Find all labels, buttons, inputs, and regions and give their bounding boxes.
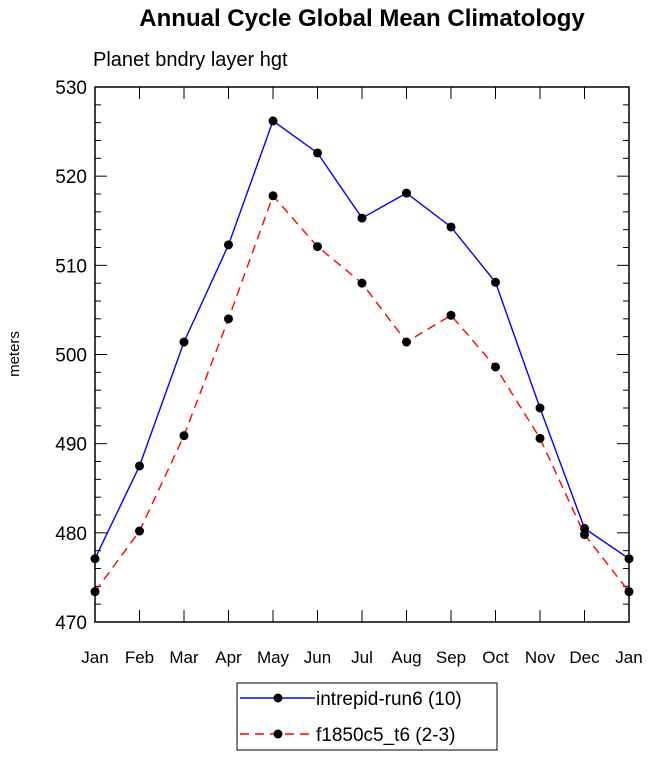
data-point-0 xyxy=(402,188,411,198)
data-point-1 xyxy=(402,337,411,347)
data-point-1 xyxy=(135,526,144,536)
data-point-0 xyxy=(179,337,189,347)
y-tick-label: 530 xyxy=(55,78,87,99)
x-tick-label: Jan xyxy=(615,648,642,667)
x-tick-label: Mar xyxy=(169,648,199,667)
data-point-0 xyxy=(313,148,322,158)
y-axis-label: meters xyxy=(6,331,23,377)
data-point-1 xyxy=(357,278,367,288)
x-tick-label: Feb xyxy=(125,648,154,667)
data-point-0 xyxy=(446,222,456,232)
y-tick-label: 470 xyxy=(55,613,87,634)
series-layer xyxy=(90,116,634,597)
data-point-1 xyxy=(580,530,589,540)
x-tick-label: May xyxy=(257,648,290,667)
series-line-0 xyxy=(94,119,630,560)
plot-frame xyxy=(94,86,630,623)
legend-marker-0 xyxy=(273,693,283,703)
data-point-1 xyxy=(224,314,233,324)
y-tick-label: 510 xyxy=(55,256,87,277)
x-tick-label: Aug xyxy=(391,648,421,667)
data-point-0 xyxy=(491,277,500,287)
data-point-0 xyxy=(535,403,545,413)
series-line-1 xyxy=(94,194,630,593)
y-tick-label: 520 xyxy=(55,167,87,188)
x-tick-label: Nov xyxy=(525,648,556,667)
x-tick-label: Jul xyxy=(351,648,373,667)
chart-subtitle: Planet bndry layer hgt xyxy=(93,49,288,71)
data-point-0 xyxy=(580,523,589,533)
x-tick-label: Apr xyxy=(215,648,242,667)
data-point-1 xyxy=(535,433,545,443)
x-tick-label: Sep xyxy=(436,648,466,667)
data-point-1 xyxy=(624,587,634,597)
y-tick-label: 490 xyxy=(55,435,87,456)
data-point-0 xyxy=(90,554,100,564)
y-tick-label: 480 xyxy=(55,524,87,545)
data-point-1 xyxy=(179,431,189,441)
data-point-1 xyxy=(313,242,322,252)
y-tick-label: 500 xyxy=(55,346,87,367)
x-tick-label: Dec xyxy=(569,648,600,667)
axes: 470 480 490 500 510 520 530 Jan Feb Mar Apr May Jun J… xyxy=(55,78,642,667)
legend-marker-1 xyxy=(273,729,283,739)
legend: intrepid-run6 (10) f1850c5_t6 (2-3) xyxy=(236,682,498,751)
data-point-0 xyxy=(224,240,233,250)
legend-label-1: f1850c5_t6 (2-3) xyxy=(316,725,455,746)
data-point-0 xyxy=(268,116,278,126)
data-point-1 xyxy=(268,191,278,201)
legend-label-0: intrepid-run6 (10) xyxy=(316,689,462,710)
x-tick-label: Jun xyxy=(304,648,331,667)
data-point-1 xyxy=(491,362,500,372)
data-point-0 xyxy=(357,213,367,223)
data-point-1 xyxy=(446,310,456,320)
data-point-0 xyxy=(135,461,144,471)
data-point-1 xyxy=(90,587,100,597)
data-point-0 xyxy=(624,554,634,564)
x-tick-label: Oct xyxy=(482,648,509,667)
chart-title: Annual Cycle Global Mean Climatology xyxy=(139,5,585,32)
x-tick-label: Jan xyxy=(81,648,108,667)
